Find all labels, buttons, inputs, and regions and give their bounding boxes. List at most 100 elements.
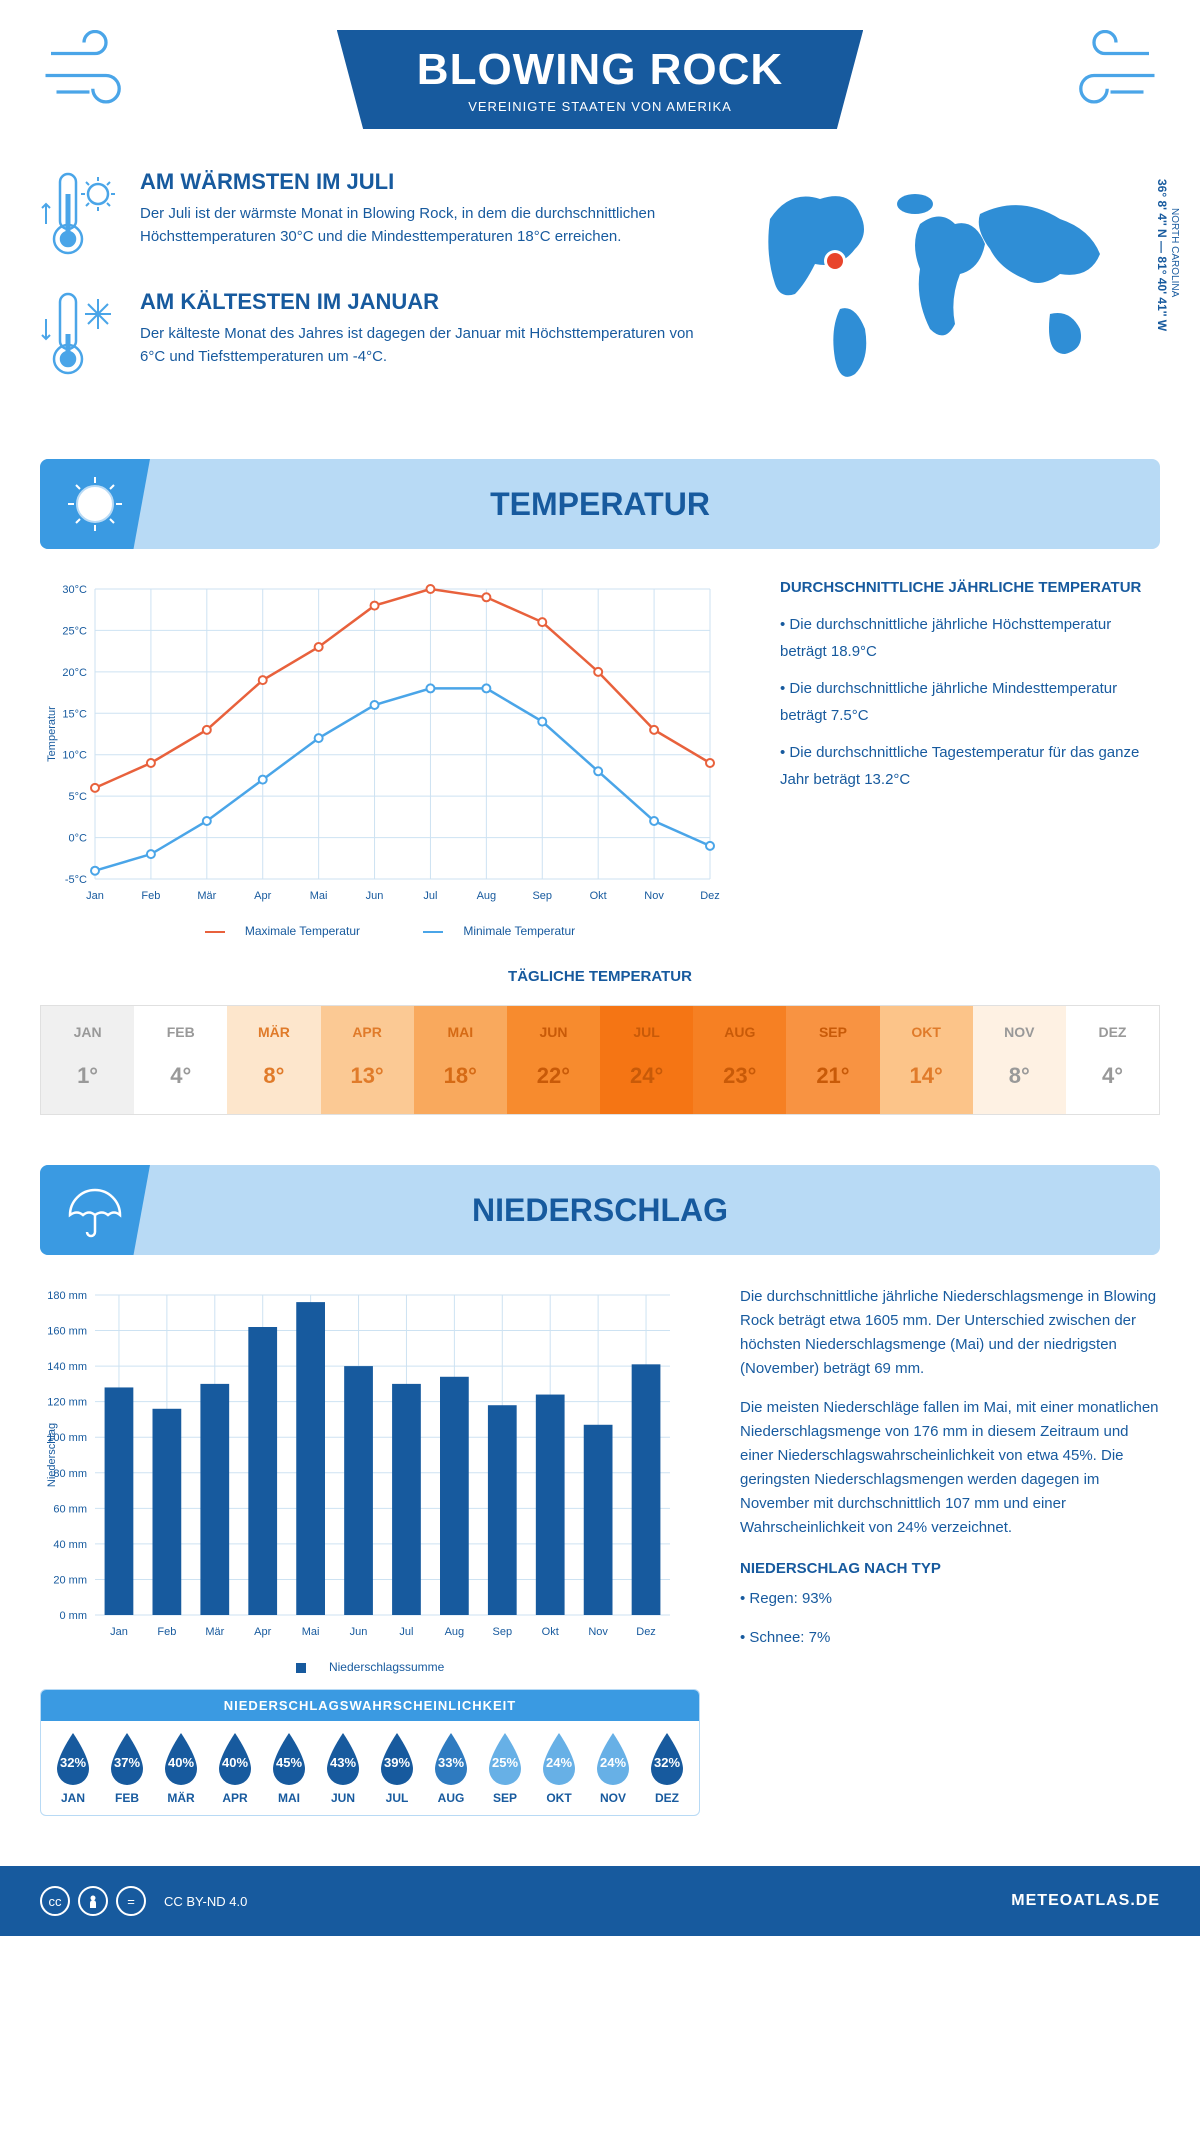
- svg-text:10°C: 10°C: [62, 750, 87, 762]
- svg-text:Temperatur: Temperatur: [46, 706, 58, 762]
- warmest-block: AM WÄRMSTEN IM JULI Der Juli ist der wär…: [40, 169, 700, 259]
- temperature-chart: -5°C 0°C 5°C 10°C 15°C 20°C 25°C 30°C Jan Feb Mär A…: [40, 579, 740, 938]
- svg-text:80 mm: 80 mm: [53, 1468, 87, 1480]
- prob-drop: 25%SEP: [478, 1731, 532, 1805]
- svg-text:120 mm: 120 mm: [47, 1397, 87, 1409]
- prob-drop: 33%AUG: [424, 1731, 478, 1805]
- temp-cell: MAI18°: [414, 1006, 507, 1114]
- temp-cell: MÄR8°: [227, 1006, 320, 1114]
- coldest-text: Der kälteste Monat des Jahres ist dagege…: [140, 323, 700, 368]
- coordinates: NORTH CAROLINA 36° 8' 4'' N — 81° 40' 41…: [1155, 179, 1180, 331]
- temp-cell: SEP21°: [786, 1006, 879, 1114]
- precip-probability: NIEDERSCHLAGSWAHRSCHEINLICHKEIT 32%JAN37…: [40, 1689, 700, 1816]
- temp-cell: OKT14°: [880, 1006, 973, 1114]
- svg-text:160 mm: 160 mm: [47, 1326, 87, 1338]
- precip-section-header: NIEDERSCHLAG: [40, 1165, 1160, 1255]
- location-title: BLOWING ROCK: [417, 45, 783, 95]
- page-header: BLOWING ROCK VEREINIGTE STAATEN VON AMER…: [40, 30, 1160, 129]
- svg-text:Okt: Okt: [542, 1626, 559, 1638]
- wind-icon: [1050, 30, 1160, 110]
- svg-text:Sep: Sep: [532, 890, 552, 902]
- svg-text:20°C: 20°C: [62, 667, 87, 679]
- temperature-title: TEMPERATUR: [40, 486, 1160, 523]
- svg-text:5°C: 5°C: [69, 791, 88, 803]
- precip-title: NIEDERSCHLAG: [40, 1192, 1160, 1229]
- precip-legend: Niederschlagssumme: [40, 1660, 700, 1674]
- svg-text:Feb: Feb: [157, 1626, 176, 1638]
- world-map: NORTH CAROLINA 36° 8' 4'' N — 81° 40' 41…: [740, 169, 1160, 409]
- prob-drop: 24%NOV: [586, 1731, 640, 1805]
- prob-drop: 32%JAN: [46, 1731, 100, 1805]
- svg-text:30°C: 30°C: [62, 584, 87, 596]
- temp-cell: AUG23°: [693, 1006, 786, 1114]
- prob-drop: 37%FEB: [100, 1731, 154, 1805]
- coldest-block: AM KÄLTESTEN IM JANUAR Der kälteste Mona…: [40, 289, 700, 379]
- prob-drop: 45%MAI: [262, 1731, 316, 1805]
- daily-temp-table: JAN1°FEB4°MÄR8°APR13°MAI18°JUN22°JUL24°A…: [40, 1005, 1160, 1115]
- svg-text:Jun: Jun: [366, 890, 384, 902]
- temp-cell: JUL24°: [600, 1006, 693, 1114]
- prob-drop: 43%JUN: [316, 1731, 370, 1805]
- temp-cell: FEB4°: [134, 1006, 227, 1114]
- location-subtitle: VEREINIGTE STAATEN VON AMERIKA: [417, 99, 783, 114]
- svg-text:-5°C: -5°C: [65, 874, 87, 886]
- svg-text:180 mm: 180 mm: [47, 1290, 87, 1302]
- svg-text:Jul: Jul: [423, 890, 437, 902]
- prob-drop: 24%OKT: [532, 1731, 586, 1805]
- temp-cell: JUN22°: [507, 1006, 600, 1114]
- svg-text:Dez: Dez: [636, 1626, 656, 1638]
- svg-text:60 mm: 60 mm: [53, 1503, 87, 1515]
- svg-text:Okt: Okt: [590, 890, 607, 902]
- temp-cell: JAN1°: [41, 1006, 134, 1114]
- temp-cell: APR13°: [321, 1006, 414, 1114]
- thermometer-cold-icon: [40, 289, 120, 379]
- prob-drop: 40%APR: [208, 1731, 262, 1805]
- svg-text:Nov: Nov: [588, 1626, 608, 1638]
- svg-text:Jun: Jun: [350, 1626, 368, 1638]
- svg-text:140 mm: 140 mm: [47, 1361, 87, 1373]
- svg-text:Apr: Apr: [254, 890, 271, 902]
- svg-text:Mai: Mai: [310, 890, 328, 902]
- svg-text:Jan: Jan: [110, 1626, 128, 1638]
- prob-drop: 40%MÄR: [154, 1731, 208, 1805]
- temp-legend: Maximale Temperatur Minimale Temperatur: [40, 924, 740, 938]
- prob-drop: 39%JUL: [370, 1731, 424, 1805]
- site-name: METEOATLAS.DE: [1011, 1892, 1160, 1910]
- temp-cell: DEZ4°: [1066, 1006, 1159, 1114]
- svg-text:Niederschlag: Niederschlag: [46, 1423, 58, 1487]
- thermometer-hot-icon: [40, 169, 120, 259]
- svg-text:Feb: Feb: [141, 890, 160, 902]
- license-icons: cc = CC BY-ND 4.0: [40, 1886, 247, 1916]
- svg-text:Jul: Jul: [399, 1626, 413, 1638]
- svg-text:0 mm: 0 mm: [60, 1610, 88, 1622]
- page-footer: cc = CC BY-ND 4.0 METEOATLAS.DE: [0, 1866, 1200, 1936]
- precip-summary: Die durchschnittliche jährliche Niedersc…: [740, 1285, 1160, 1816]
- svg-text:15°C: 15°C: [62, 708, 87, 720]
- svg-text:Dez: Dez: [700, 890, 720, 902]
- title-banner: BLOWING ROCK VEREINIGTE STAATEN VON AMER…: [337, 30, 863, 129]
- wind-icon: [40, 30, 150, 110]
- temperature-summary: DURCHSCHNITTLICHE JÄHRLICHE TEMPERATUR •…: [780, 579, 1160, 938]
- svg-text:Nov: Nov: [644, 890, 664, 902]
- coldest-title: AM KÄLTESTEN IM JANUAR: [140, 289, 700, 315]
- warmest-text: Der Juli ist der wärmste Monat in Blowin…: [140, 203, 700, 248]
- svg-text:Jan: Jan: [86, 890, 104, 902]
- svg-text:40 mm: 40 mm: [53, 1539, 87, 1551]
- svg-text:Mär: Mär: [205, 1626, 224, 1638]
- warmest-title: AM WÄRMSTEN IM JULI: [140, 169, 700, 195]
- prob-drop: 32%DEZ: [640, 1731, 694, 1805]
- svg-text:Mär: Mär: [197, 890, 216, 902]
- svg-text:Apr: Apr: [254, 1626, 271, 1638]
- temperature-section-header: TEMPERATUR: [40, 459, 1160, 549]
- svg-text:Aug: Aug: [477, 890, 497, 902]
- svg-text:Aug: Aug: [445, 1626, 465, 1638]
- umbrella-icon: [40, 1165, 150, 1255]
- svg-text:25°C: 25°C: [62, 625, 87, 637]
- daily-temp-title: TÄGLICHE TEMPERATUR: [40, 968, 1160, 985]
- sun-icon: [40, 459, 150, 549]
- svg-text:0°C: 0°C: [69, 833, 88, 845]
- precip-chart: 0 mm20 mm40 mm60 mm80 mm100 mm120 mm140 …: [40, 1285, 700, 1816]
- temp-cell: NOV8°: [973, 1006, 1066, 1114]
- svg-text:Mai: Mai: [302, 1626, 320, 1638]
- svg-text:20 mm: 20 mm: [53, 1574, 87, 1586]
